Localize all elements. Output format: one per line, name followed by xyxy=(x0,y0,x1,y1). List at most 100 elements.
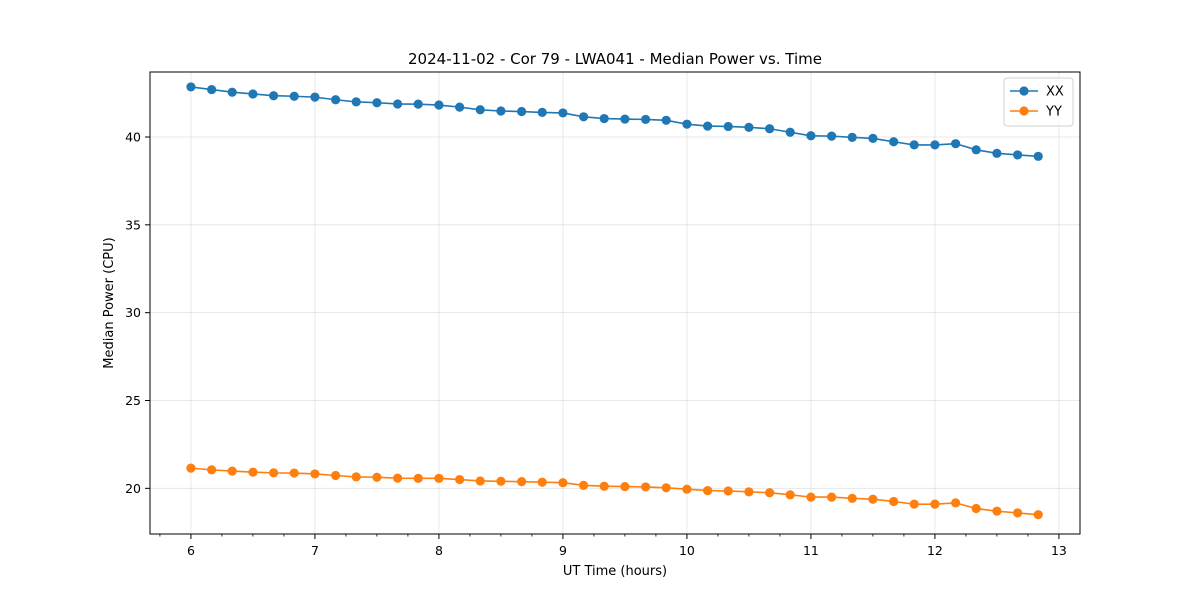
data-point-yy xyxy=(579,480,589,490)
data-point-xx xyxy=(269,91,279,101)
data-point-xx xyxy=(992,148,1002,158)
y-tick-label: 20 xyxy=(125,481,141,496)
data-point-xx xyxy=(434,100,444,110)
data-point-yy xyxy=(517,477,527,487)
data-point-xx xyxy=(372,98,382,108)
legend-marker-yy xyxy=(1019,106,1029,116)
data-point-xx xyxy=(558,108,568,118)
data-point-xx xyxy=(475,105,485,115)
y-axis-label: Median Power (CPU) xyxy=(102,237,117,368)
series-layer xyxy=(186,82,1043,520)
y-tick-label: 40 xyxy=(125,129,141,144)
data-point-yy xyxy=(248,467,258,477)
y-tick-label: 30 xyxy=(125,305,141,320)
data-point-yy xyxy=(661,483,671,493)
data-point-xx xyxy=(785,127,795,137)
data-point-xx xyxy=(641,114,651,125)
data-point-yy xyxy=(682,484,692,494)
data-point-yy xyxy=(723,486,733,496)
data-point-xx xyxy=(827,131,837,141)
data-point-yy xyxy=(765,488,775,498)
data-point-xx xyxy=(682,119,692,129)
data-point-xx xyxy=(661,115,671,125)
data-point-xx xyxy=(537,107,547,118)
data-point-yy xyxy=(744,487,754,497)
data-point-yy xyxy=(413,473,423,483)
x-tick-label: 9 xyxy=(559,543,567,558)
data-point-xx xyxy=(930,140,940,150)
data-point-yy xyxy=(1033,510,1043,520)
data-point-xx xyxy=(889,137,899,147)
data-point-yy xyxy=(620,481,630,492)
chart-title: 2024-11-02 - Cor 79 - LWA041 - Median Po… xyxy=(408,50,822,68)
legend-label-xx: XX xyxy=(1046,85,1064,100)
data-point-xx xyxy=(909,140,919,150)
data-point-yy xyxy=(434,473,444,483)
x-tick-label: 11 xyxy=(803,543,819,558)
data-point-yy xyxy=(227,466,237,476)
data-point-yy xyxy=(641,482,651,492)
data-point-xx xyxy=(248,89,258,99)
x-tick-label: 10 xyxy=(679,543,695,558)
data-point-yy xyxy=(703,486,713,496)
data-point-xx xyxy=(703,121,713,131)
data-point-xx xyxy=(868,133,878,144)
data-point-xx xyxy=(331,95,341,105)
data-point-xx xyxy=(393,99,403,109)
data-point-yy xyxy=(971,503,981,514)
data-point-yy xyxy=(909,499,919,509)
data-point-yy xyxy=(455,474,465,485)
data-point-yy xyxy=(558,478,568,488)
data-point-xx xyxy=(207,84,217,95)
data-point-yy xyxy=(992,506,1002,516)
data-point-xx xyxy=(599,113,609,124)
data-point-xx xyxy=(413,99,423,109)
data-point-xx xyxy=(744,122,754,132)
legend-label-yy: YY xyxy=(1045,105,1062,120)
data-point-xx xyxy=(227,87,237,97)
legend-marker-xx xyxy=(1019,86,1029,96)
data-point-yy xyxy=(847,493,857,503)
x-tick-label: 8 xyxy=(435,543,443,558)
data-point-xx xyxy=(1033,151,1043,161)
x-axis-label: UT Time (hours) xyxy=(563,564,667,579)
data-point-yy xyxy=(930,499,940,509)
data-point-yy xyxy=(889,496,899,507)
data-point-xx xyxy=(847,132,857,142)
data-point-xx xyxy=(351,97,361,107)
data-point-yy xyxy=(537,477,547,487)
data-point-xx xyxy=(579,112,589,122)
data-point-yy xyxy=(475,476,485,486)
x-tick-label: 13 xyxy=(1051,543,1067,558)
data-point-yy xyxy=(186,463,196,473)
data-point-yy xyxy=(827,492,837,502)
axes: 6 7 8 9 10 11 12 13 20 25 30 35 40 xyxy=(125,129,1067,558)
data-point-xx xyxy=(620,114,630,124)
data-point-yy xyxy=(951,498,961,508)
y-tick-label: 35 xyxy=(125,217,141,232)
data-point-xx xyxy=(951,139,961,149)
data-point-yy xyxy=(868,494,878,504)
data-point-yy xyxy=(599,481,609,491)
data-point-xx xyxy=(455,102,465,112)
x-tick-label: 7 xyxy=(311,543,319,558)
data-point-xx xyxy=(186,82,196,92)
data-point-yy xyxy=(372,472,382,482)
data-point-yy xyxy=(331,470,341,481)
data-point-yy xyxy=(1013,508,1023,518)
data-point-xx xyxy=(971,145,981,155)
data-point-yy xyxy=(269,468,279,478)
data-point-yy xyxy=(310,469,320,479)
data-point-yy xyxy=(785,490,795,500)
x-tick-label: 12 xyxy=(927,543,943,558)
data-point-xx xyxy=(517,106,527,117)
data-point-xx xyxy=(723,121,733,132)
y-tick-label: 25 xyxy=(125,393,141,408)
legend: XX YY xyxy=(1003,77,1074,127)
data-point-xx xyxy=(310,92,320,102)
data-point-yy xyxy=(289,468,299,478)
data-point-xx xyxy=(289,91,299,101)
data-point-xx xyxy=(806,131,816,141)
